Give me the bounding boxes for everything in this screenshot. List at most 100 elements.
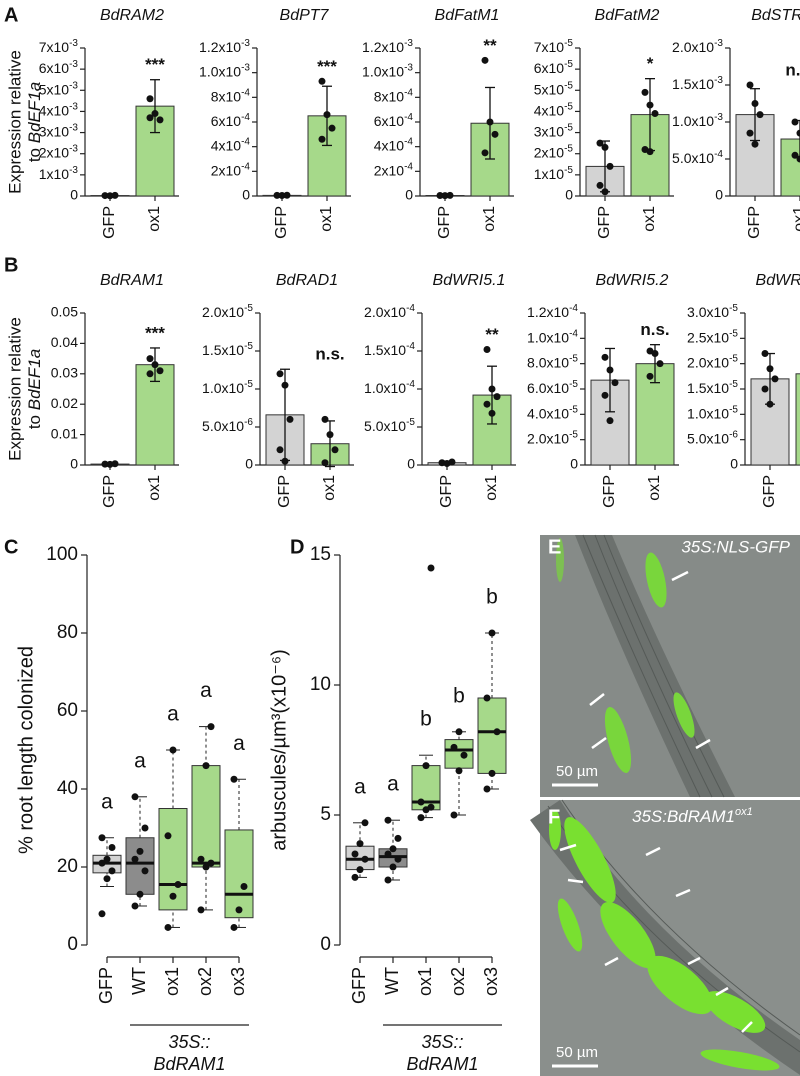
y-tick-label: 8.0x10-5: [527, 353, 578, 370]
y-tick-label: 1x10-5: [534, 164, 574, 181]
data-point: [488, 769, 496, 777]
y-tick-label: 0: [242, 187, 250, 203]
data-point: [389, 863, 397, 871]
panel-label: D: [290, 536, 304, 558]
data-point: [131, 855, 139, 863]
data-point: [384, 850, 392, 858]
data-point: [136, 890, 144, 898]
y-tick-label: 4x10-4: [211, 136, 251, 153]
data-point: [436, 192, 444, 200]
x-tick-label: GFP: [746, 206, 763, 239]
y-axis-label: Expression relative: [5, 317, 24, 461]
data-point: [98, 859, 106, 867]
data-point: [596, 181, 604, 189]
data-point: [417, 814, 425, 822]
data-point: [281, 381, 289, 389]
y-tick-label: 5x10-5: [534, 80, 574, 97]
y-tick-label: 8x10-4: [211, 87, 251, 104]
y-tick-label: 1.0x10-3: [672, 112, 723, 129]
y-tick-label: 1.0x10-5: [202, 379, 253, 396]
y-tick-label: 0.02: [51, 395, 78, 411]
x-tick-label: ox3: [481, 967, 501, 996]
y-tick-label: 2.0x10-5: [202, 303, 253, 320]
y-tick-label: 7x10-3: [39, 38, 79, 55]
group-letter: a: [167, 703, 179, 726]
y-tick-label: 2.0x10-3: [672, 38, 723, 55]
data-point: [491, 130, 499, 138]
chart-title: BdRAD1: [276, 272, 338, 289]
data-point: [601, 143, 609, 151]
y-tick-label: 1.5x10-5: [202, 341, 253, 358]
data-point: [422, 762, 430, 770]
y-axis-label: to BdEF1a: [25, 82, 44, 162]
y-tick-label: 1.0x10-3: [362, 62, 413, 79]
y-axis-label: % root length colonized: [15, 646, 37, 854]
x-tick-label: GFP: [438, 475, 455, 508]
data-point: [174, 881, 182, 889]
y-tick-label: 4x10-3: [39, 101, 79, 118]
data-point: [486, 118, 494, 126]
x-tick-label: GFP: [349, 967, 369, 1004]
data-point: [141, 867, 149, 875]
y-tick-label: 2x10-3: [39, 143, 79, 160]
x-tick-label: ox1: [791, 206, 800, 232]
y-tick-label: 5x10-3: [39, 80, 79, 97]
y-tick-label: 7x10-5: [534, 38, 574, 55]
data-point: [240, 883, 248, 890]
data-point: [601, 353, 609, 361]
chart-title: BdFatM2: [595, 7, 660, 24]
data-point: [98, 834, 106, 842]
chart-title: BdSTR: [751, 7, 800, 24]
group-letter: a: [101, 790, 113, 813]
group-label: BdRAM1: [406, 1054, 478, 1074]
data-point: [164, 923, 172, 931]
data-point: [321, 415, 329, 423]
x-tick-label: ox1: [481, 206, 498, 232]
y-tick-label: 15: [310, 544, 331, 565]
data-point: [101, 192, 109, 200]
box: [444, 739, 474, 769]
y-tick-label: 2.5x10-5: [687, 328, 738, 345]
group-letter: b: [486, 586, 498, 609]
data-point: [230, 923, 238, 931]
data-point: [766, 365, 774, 373]
data-point: [141, 824, 149, 832]
y-axis-label: to BdEF1a: [25, 349, 44, 429]
data-point: [488, 409, 496, 417]
data-point: [318, 77, 326, 85]
data-point: [106, 192, 114, 200]
y-tick-label: 100: [46, 544, 78, 565]
data-point: [481, 56, 489, 64]
y-tick-label: 1.0x10-4: [527, 328, 578, 345]
y-tick-label: 3.0x10-5: [687, 303, 738, 320]
data-point: [323, 111, 331, 119]
data-point: [606, 417, 614, 425]
y-tick-label: 6x10-4: [374, 112, 414, 129]
x-tick-label: ox1: [415, 967, 435, 996]
data-point: [606, 366, 614, 374]
y-tick-label: 2.0x10-5: [687, 353, 738, 370]
data-point: [751, 140, 759, 148]
chart-title: BdWRI5.1: [433, 272, 506, 289]
data-point: [389, 845, 397, 853]
data-point: [207, 859, 215, 867]
data-point: [601, 391, 609, 399]
y-tick-label: 2x10-5: [534, 143, 574, 160]
data-point: [202, 762, 210, 770]
data-point: [108, 867, 116, 875]
y-tick-label: 0: [67, 934, 78, 955]
data-point: [278, 192, 286, 200]
y-axis-label: arbuscules/µm³(x10⁻⁶): [268, 649, 290, 850]
y-tick-label: 4x10-4: [374, 136, 414, 153]
data-point: [493, 728, 501, 736]
y-tick-label: 0.04: [51, 334, 78, 350]
y-tick-label: 1.2x10-3: [362, 38, 413, 55]
data-point: [756, 111, 764, 119]
group-letter: a: [354, 775, 366, 798]
bar: [795, 373, 800, 466]
y-tick-label: 0: [407, 456, 415, 472]
x-tick-label: GFP: [101, 475, 118, 508]
data-point: [751, 100, 759, 107]
y-tick-label: 40: [57, 778, 78, 799]
data-point: [646, 372, 654, 380]
